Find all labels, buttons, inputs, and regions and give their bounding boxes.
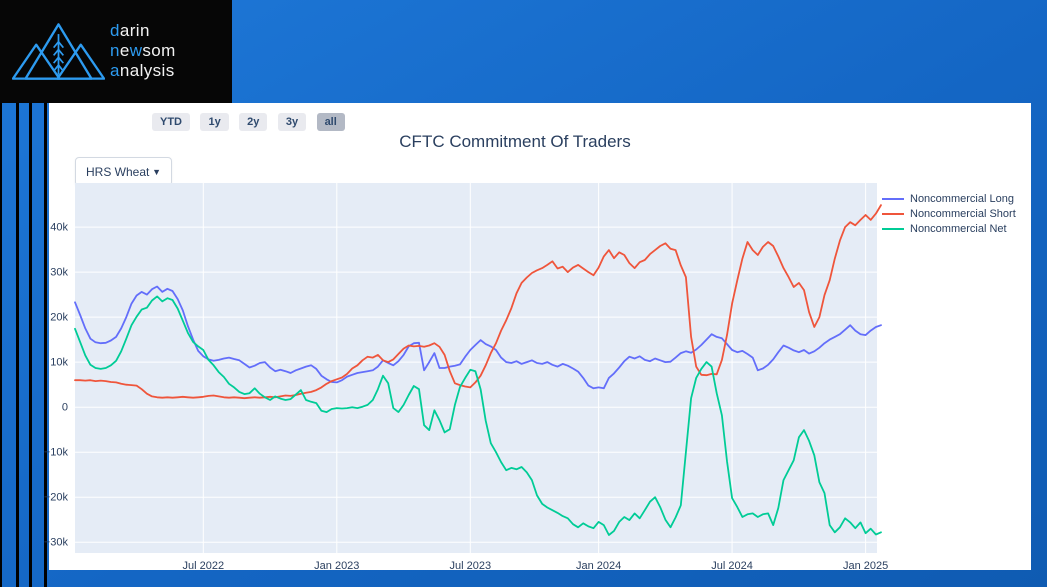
plot-svg[interactable]: 40k 30k 20k 10k 0 −10k −20k −30k Jul 2022 Jan 202…	[44, 183, 888, 572]
range-button-2y[interactable]: 2y	[239, 113, 268, 131]
brand-line-2: newsom	[110, 41, 176, 60]
range-button-all[interactable]: all	[316, 113, 345, 131]
commodity-dropdown-value: HRS Wheat	[86, 164, 150, 179]
svg-text:Jul 2023: Jul 2023	[450, 560, 492, 572]
svg-text:10k: 10k	[50, 357, 68, 369]
range-button-1y[interactable]: 1y	[200, 113, 229, 131]
legend-item-noncommercial-net[interactable]: Noncommercial Net	[882, 222, 1016, 237]
svg-text:30k: 30k	[50, 267, 68, 279]
chevron-down-icon: ▼	[152, 166, 161, 177]
brand-line-3: analysis	[110, 61, 175, 80]
chart-card: YTD 1y 2y 3y all CFTC Commitment Of Trad…	[44, 103, 1031, 572]
legend-label: Noncommercial Short	[910, 208, 1016, 220]
left-stripe-line	[29, 103, 32, 587]
legend-label: Noncommercial Long	[910, 193, 1014, 205]
svg-text:−20k: −20k	[44, 492, 69, 504]
left-stripe-line	[16, 103, 19, 587]
svg-text:40k: 40k	[50, 222, 68, 234]
brand-line-1: darin	[110, 21, 150, 40]
svg-text:−30k: −30k	[44, 537, 69, 549]
svg-text:Jan 2025: Jan 2025	[843, 560, 888, 572]
wheat-mountains-icon	[12, 23, 105, 80]
brand-logo: darin newsom analysis	[0, 0, 232, 103]
legend-line-swatch	[882, 228, 904, 231]
svg-text:−10k: −10k	[44, 447, 69, 459]
range-button-ytd[interactable]: YTD	[152, 113, 190, 131]
svg-text:Jan 2023: Jan 2023	[314, 560, 359, 572]
svg-text:Jan 2024: Jan 2024	[576, 560, 621, 572]
commodity-dropdown[interactable]: HRS Wheat ▼	[75, 157, 172, 186]
brand-wordmark: darin newsom analysis	[110, 21, 176, 81]
legend-line-swatch	[882, 198, 904, 201]
legend-item-noncommercial-short[interactable]: Noncommercial Short	[882, 207, 1016, 222]
legend-item-noncommercial-long[interactable]: Noncommercial Long	[882, 192, 1016, 207]
range-button-3y[interactable]: 3y	[277, 113, 307, 131]
svg-text:Jul 2024: Jul 2024	[711, 560, 753, 572]
left-stripe-line	[0, 103, 2, 587]
svg-text:Jul 2022: Jul 2022	[183, 560, 225, 572]
legend-line-swatch	[882, 213, 904, 216]
legend-label: Noncommercial Net	[910, 223, 1007, 235]
range-selector: YTD 1y 2y 3y all	[152, 112, 351, 131]
svg-text:0: 0	[62, 402, 68, 414]
chart-title: CFTC Commitment Of Traders	[399, 132, 631, 151]
legend: Noncommercial Long Noncommercial Short N…	[882, 192, 1016, 237]
left-stripe-line	[44, 103, 47, 587]
svg-text:20k: 20k	[50, 312, 68, 324]
